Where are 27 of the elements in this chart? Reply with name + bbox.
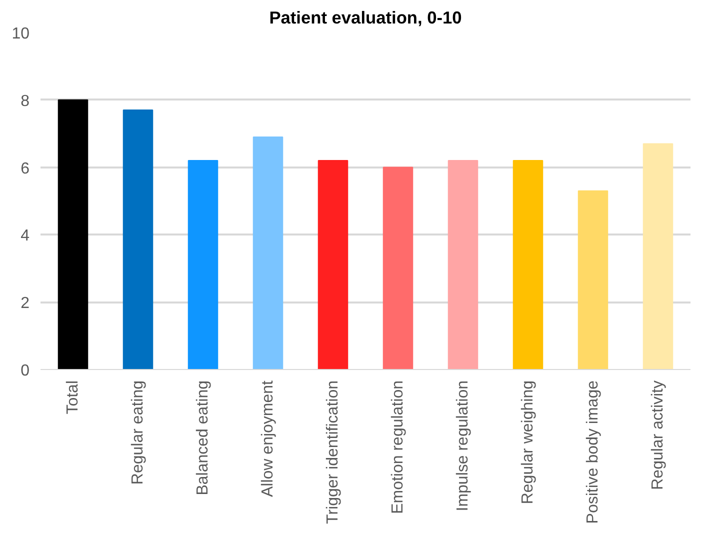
- bar: [642, 143, 674, 370]
- bar: [382, 166, 414, 370]
- bar: [448, 160, 478, 370]
- bar: [252, 136, 284, 370]
- x-tick-label: Balanced eating: [194, 380, 212, 496]
- x-tick-label: Impulse regulation: [454, 380, 472, 512]
- bar: [512, 160, 544, 370]
- y-tick-label: 2: [20, 295, 30, 312]
- bar: [578, 190, 608, 370]
- x-tick-label: Regular activity: [650, 380, 666, 490]
- y-tick-label: 8: [20, 92, 30, 110]
- chart-title: Patient evaluation, 0-10: [269, 8, 462, 28]
- y-tick-label: 10: [12, 26, 30, 42]
- y-tick-label: 0: [20, 362, 30, 380]
- x-tick-label: Regular eating: [130, 380, 146, 485]
- bar: [318, 160, 348, 370]
- y-tick-label: 6: [20, 160, 30, 178]
- x-tick-label: Total: [64, 380, 82, 414]
- bar: [58, 99, 88, 370]
- bar: [122, 110, 154, 370]
- x-tick-label: Trigger identification: [324, 380, 342, 524]
- x-tick-label: Regular weighing: [520, 380, 536, 504]
- x-tick-label: Positive body image: [584, 380, 602, 524]
- x-tick-label: Allow enjoyment: [260, 380, 276, 497]
- bar: [188, 160, 218, 370]
- y-tick-label: 4: [20, 228, 30, 245]
- x-tick-label: Emotion regulation: [390, 380, 406, 514]
